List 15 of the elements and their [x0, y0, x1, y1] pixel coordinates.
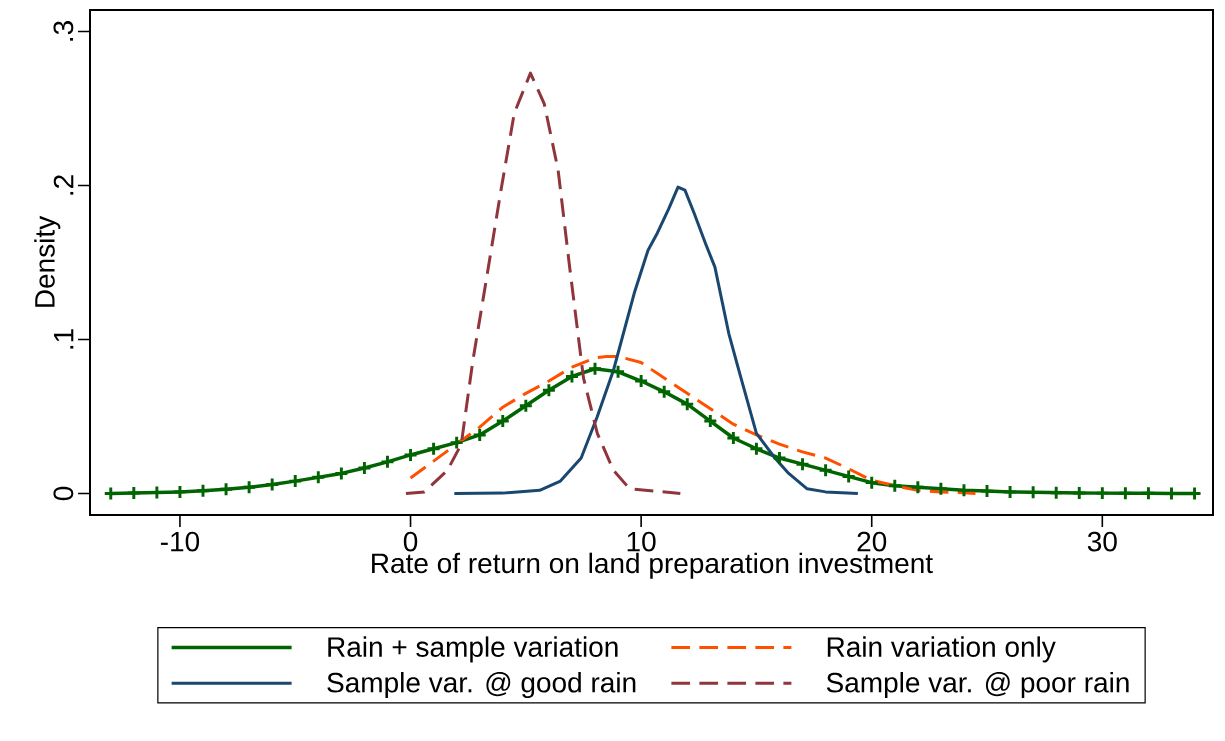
legend-label: Sample var. @ poor rain — [826, 671, 1129, 699]
y-tick-label: .3 — [53, 21, 74, 41]
x-tick-label: 0 — [403, 531, 418, 552]
y-tick-label: .2 — [53, 175, 74, 195]
x-tick-label: 20 — [857, 531, 887, 552]
y-axis-title: Density — [34, 215, 61, 307]
y-tick-label: 0 — [53, 486, 74, 501]
legend-label: Rain variation only — [827, 636, 1056, 663]
legend-label: Sample var. @ good rain — [327, 671, 636, 699]
x-tick-label: -10 — [160, 531, 200, 552]
legend-label: Rain + sample variation — [328, 636, 618, 663]
y-tick-label: .1 — [54, 329, 74, 349]
x-axis-title: Rate of return on land preparation investment — [372, 552, 933, 579]
x-tick-label: 30 — [1087, 531, 1117, 552]
x-tick-label: 10 — [627, 531, 656, 552]
